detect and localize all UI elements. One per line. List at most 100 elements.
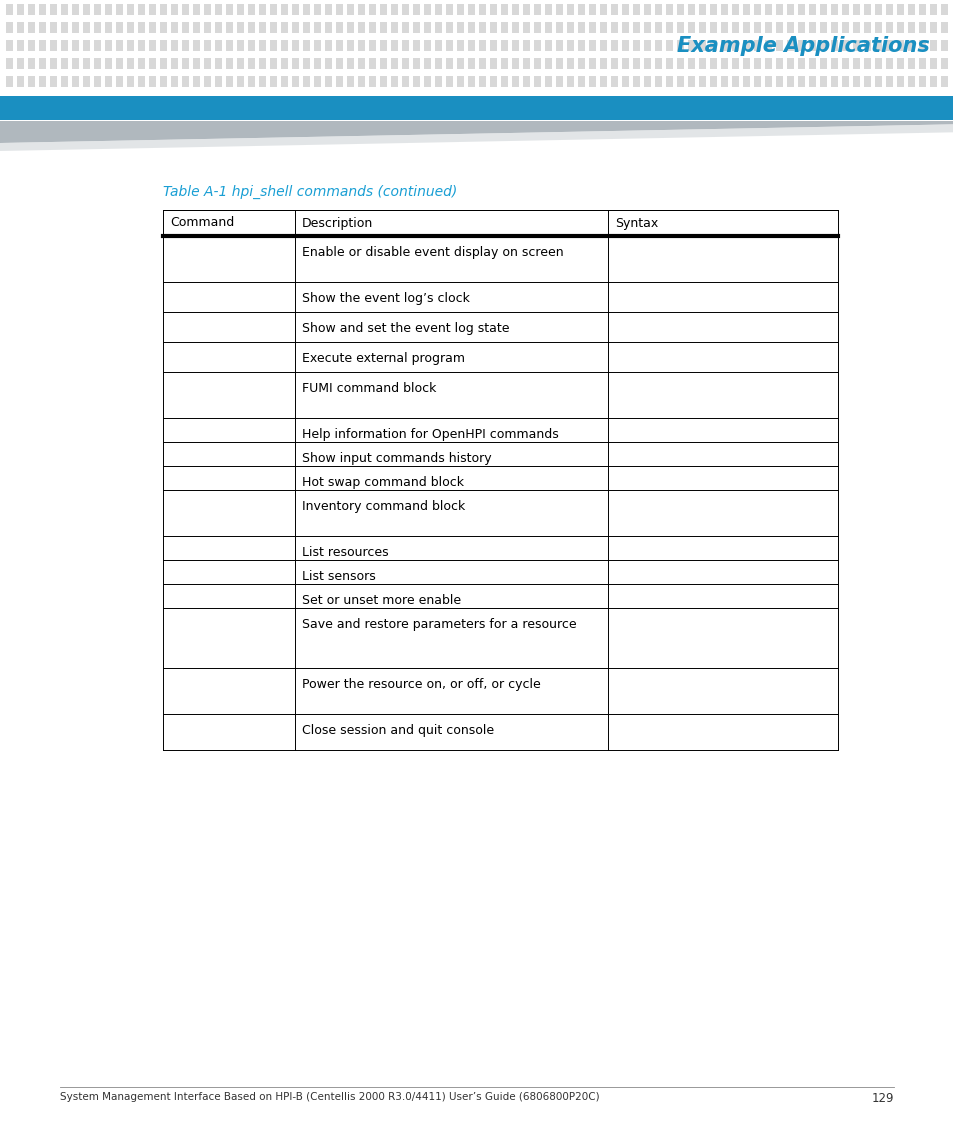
Bar bbox=[182, 40, 189, 52]
Bar bbox=[435, 22, 441, 33]
Bar bbox=[314, 22, 320, 33]
Bar bbox=[610, 22, 618, 33]
Bar bbox=[226, 76, 233, 87]
Bar bbox=[423, 58, 431, 69]
Bar bbox=[544, 40, 552, 52]
Bar bbox=[665, 40, 672, 52]
Bar bbox=[863, 22, 870, 33]
Bar bbox=[940, 76, 947, 87]
Bar bbox=[83, 76, 90, 87]
Bar bbox=[357, 22, 365, 33]
Bar bbox=[71, 3, 79, 15]
Text: Show and set the event log state: Show and set the event log state bbox=[301, 322, 509, 335]
Bar bbox=[292, 40, 298, 52]
Bar bbox=[138, 3, 145, 15]
Bar bbox=[633, 58, 639, 69]
Bar bbox=[534, 3, 540, 15]
Bar bbox=[621, 58, 628, 69]
Bar bbox=[163, 584, 837, 608]
Bar bbox=[478, 76, 485, 87]
Bar bbox=[94, 22, 101, 33]
Bar bbox=[687, 3, 695, 15]
Bar bbox=[71, 40, 79, 52]
Bar bbox=[435, 76, 441, 87]
Bar bbox=[490, 22, 497, 33]
Bar bbox=[236, 22, 244, 33]
Bar bbox=[163, 466, 837, 490]
Bar bbox=[236, 58, 244, 69]
Text: Save and restore parameters for a resource: Save and restore parameters for a resour… bbox=[301, 618, 576, 631]
Bar bbox=[731, 76, 739, 87]
Bar bbox=[643, 58, 650, 69]
Bar bbox=[820, 40, 826, 52]
Bar bbox=[214, 76, 222, 87]
Bar bbox=[665, 22, 672, 33]
Bar bbox=[163, 342, 837, 372]
Bar bbox=[401, 22, 409, 33]
Bar bbox=[687, 76, 695, 87]
Bar bbox=[655, 3, 661, 15]
Bar bbox=[500, 76, 507, 87]
Bar bbox=[665, 76, 672, 87]
Bar bbox=[468, 76, 475, 87]
Bar bbox=[281, 3, 288, 15]
Bar bbox=[907, 22, 914, 33]
Bar bbox=[699, 76, 705, 87]
Bar bbox=[885, 76, 892, 87]
Bar bbox=[742, 40, 749, 52]
Bar bbox=[138, 58, 145, 69]
Bar bbox=[918, 22, 925, 33]
Bar bbox=[413, 76, 419, 87]
Bar bbox=[918, 40, 925, 52]
Bar bbox=[193, 76, 200, 87]
Bar bbox=[786, 22, 793, 33]
Bar bbox=[786, 3, 793, 15]
Bar bbox=[303, 22, 310, 33]
Bar bbox=[335, 40, 343, 52]
Text: Command: Command bbox=[170, 216, 234, 229]
Bar bbox=[544, 76, 552, 87]
Bar bbox=[731, 58, 739, 69]
Bar bbox=[929, 76, 936, 87]
Bar bbox=[775, 76, 782, 87]
Bar bbox=[709, 3, 717, 15]
Bar bbox=[522, 22, 530, 33]
Bar bbox=[643, 22, 650, 33]
Bar bbox=[478, 3, 485, 15]
Bar bbox=[775, 40, 782, 52]
Bar bbox=[556, 40, 562, 52]
Bar bbox=[456, 58, 463, 69]
Bar bbox=[885, 58, 892, 69]
Bar bbox=[534, 58, 540, 69]
Bar bbox=[929, 40, 936, 52]
Bar bbox=[490, 76, 497, 87]
Bar bbox=[149, 40, 156, 52]
Bar bbox=[171, 40, 178, 52]
Bar bbox=[797, 3, 804, 15]
Text: Close session and quit console: Close session and quit console bbox=[301, 724, 494, 737]
Bar bbox=[39, 40, 46, 52]
Bar bbox=[907, 3, 914, 15]
Bar bbox=[500, 22, 507, 33]
Bar bbox=[808, 40, 815, 52]
Bar bbox=[874, 76, 882, 87]
Bar bbox=[314, 76, 320, 87]
Bar bbox=[490, 3, 497, 15]
Bar bbox=[566, 40, 574, 52]
Bar bbox=[163, 311, 837, 342]
Bar bbox=[621, 22, 628, 33]
Bar bbox=[281, 40, 288, 52]
Bar bbox=[896, 76, 903, 87]
Bar bbox=[94, 58, 101, 69]
Bar bbox=[401, 3, 409, 15]
Text: Power the resource on, or off, or cycle: Power the resource on, or off, or cycle bbox=[301, 678, 539, 690]
Bar bbox=[820, 58, 826, 69]
Text: Show the event log’s clock: Show the event log’s clock bbox=[301, 292, 469, 305]
Bar bbox=[347, 76, 354, 87]
Bar bbox=[347, 3, 354, 15]
Bar bbox=[28, 58, 35, 69]
Bar bbox=[500, 3, 507, 15]
Bar bbox=[797, 58, 804, 69]
Bar bbox=[753, 40, 760, 52]
Bar bbox=[820, 22, 826, 33]
